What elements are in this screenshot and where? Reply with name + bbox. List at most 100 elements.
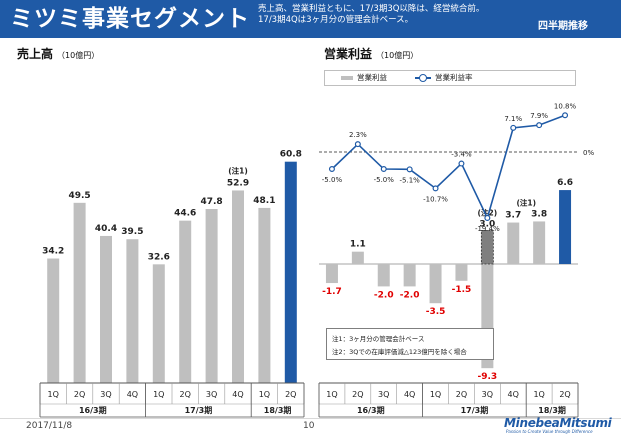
profit-bar xyxy=(507,222,520,264)
profit-value-label: 6.6 xyxy=(557,178,573,188)
sales-category-label: 2Q xyxy=(285,390,296,399)
profit-value-label: -1.7 xyxy=(322,287,342,297)
sales-value-label: 39.5 xyxy=(121,227,143,237)
sales-title: 売上高 xyxy=(17,47,54,61)
sales-category-label: 2Q xyxy=(74,390,85,399)
sales-value-label: 49.5 xyxy=(68,191,90,201)
sales-group-label: 17/3期 xyxy=(185,405,213,415)
margin-value-label: -5.0% xyxy=(374,176,395,184)
header-note-line1: 売上高、営業利益ともに、17/3期3Q以降は、経営統合前。 xyxy=(258,4,485,14)
profit-bar xyxy=(429,264,442,304)
sales-value-label: 34.2 xyxy=(42,247,64,257)
profit-category-label: 1Q xyxy=(326,390,337,399)
profit-category-label: 3Q xyxy=(378,390,389,399)
margin-point xyxy=(510,124,517,131)
profit-category-label: 4Q xyxy=(404,390,415,399)
profit-category-label: 2Q xyxy=(559,390,570,399)
margin-point xyxy=(484,214,491,221)
profit-value-label: 1.1 xyxy=(350,240,366,250)
profit-bar xyxy=(351,251,364,264)
sales-value-label: 52.9 xyxy=(227,178,249,188)
profit-category-label: 1Q xyxy=(430,390,441,399)
margin-point xyxy=(536,122,543,129)
sales-group-label: 16/3期 xyxy=(79,405,107,415)
sales-bar xyxy=(100,235,112,383)
margin-point xyxy=(432,185,439,192)
margin-point xyxy=(328,166,335,173)
notes-box: 注1：3ヶ月分の管理会計ベース 注2：3Qでの在庫評価減△123億円を除く場合 xyxy=(326,328,494,360)
legend-bar-swatch xyxy=(341,76,353,80)
profit-category-label: 3Q xyxy=(482,390,493,399)
margin-value-label: -5.1% xyxy=(399,176,420,184)
sales-value-label: 40.4 xyxy=(95,224,117,234)
header-bar: ミツミ事業セグメント 売上高、営業利益ともに、17/3期3Q以降は、経営統合前。… xyxy=(0,0,621,38)
profit-category-label: 4Q xyxy=(508,390,519,399)
profit-value-label: 3.7 xyxy=(505,211,521,221)
header-note: 売上高、営業利益ともに、17/3期3Q以降は、経営統合前。 17/3期4Qは3ヶ… xyxy=(258,4,484,26)
margin-value-label: 2.3% xyxy=(349,131,367,139)
margin-line xyxy=(331,114,566,221)
sales-value-label: 48.1 xyxy=(253,196,275,206)
margin-value-label: -5.0% xyxy=(322,176,343,184)
profit-excluded-bar xyxy=(480,229,494,265)
profit-value-label: -3.5 xyxy=(426,307,446,317)
margin-zero-label: 0% xyxy=(583,149,594,157)
margin-point xyxy=(562,112,569,119)
footer-divider xyxy=(0,418,621,419)
profit-bar xyxy=(403,264,416,287)
margin-value-label: -10.7% xyxy=(423,195,448,203)
margin-point xyxy=(380,166,387,173)
profit-value-label: -2.0 xyxy=(400,290,420,300)
sales-category-label: 2Q xyxy=(180,390,191,399)
sales-category-label: 1Q xyxy=(259,390,270,399)
profit-excluded-value-label: 3.0 xyxy=(479,219,495,229)
profit-bar xyxy=(455,264,468,281)
logo-wordmark: MinebeaMitsumi xyxy=(504,416,612,430)
sales-bar xyxy=(205,209,218,383)
profit-value-label: -2.0 xyxy=(374,290,394,300)
sales-bar xyxy=(258,207,271,383)
margin-point xyxy=(458,160,465,167)
sales-category-label: 1Q xyxy=(48,390,59,399)
period-badge: 四半期推移 xyxy=(538,21,588,32)
sales-value-label: 60.8 xyxy=(280,150,302,160)
profit-category-label: 1Q xyxy=(533,390,544,399)
sales-value-label: 32.6 xyxy=(148,252,170,262)
sales-bar xyxy=(179,220,192,383)
profit-title: 営業利益 xyxy=(324,47,373,61)
profit-value-label: -1.5 xyxy=(452,285,472,295)
sales-category-label: 3Q xyxy=(100,390,111,399)
sales-value-label: 47.8 xyxy=(200,197,222,207)
profit-bar xyxy=(325,264,338,284)
sales-category-label: 4Q xyxy=(232,390,243,399)
legend-line-marker xyxy=(419,74,427,82)
sales-bar xyxy=(126,239,139,383)
margin-point xyxy=(406,166,413,173)
profit-group-label: 17/3期 xyxy=(461,405,489,415)
margin-value-label: 7.9% xyxy=(530,112,548,120)
profit-legend: 営業利益 営業利益率 xyxy=(324,70,576,86)
margin-value-label: 7.1% xyxy=(504,115,522,123)
profit-value-label: -9.3 xyxy=(478,372,498,382)
profit-section-title: 営業利益 （10億円） xyxy=(324,45,418,62)
header-note-line2: 17/3期4Qは3ヶ月分の管理会計ベース。 xyxy=(258,15,414,25)
legend-line-label: 営業利益率 xyxy=(435,73,473,82)
sales-unit: （10億円） xyxy=(57,51,100,60)
profit-group-label: 18/3期 xyxy=(538,405,566,415)
page-number: 10 xyxy=(303,421,315,431)
margin-value-label: -3.4% xyxy=(451,151,472,159)
sales-bar xyxy=(47,258,60,383)
company-logo: MinebeaMitsumi Passion to Create Value t… xyxy=(504,416,614,436)
profit-category-label: 2Q xyxy=(352,390,363,399)
sales-annotation: (注1) xyxy=(228,165,248,175)
sales-category-label: 4Q xyxy=(127,390,138,399)
sales-bar xyxy=(152,264,165,383)
sales-value-label: 44.6 xyxy=(174,209,196,219)
profit-category-label: 2Q xyxy=(456,390,467,399)
note-1: 注1：3ヶ月分の管理会計ベース xyxy=(332,335,425,343)
sales-bar xyxy=(73,202,86,383)
margin-value-label: -19.4% xyxy=(475,225,500,233)
profit-group-label: 16/3期 xyxy=(357,405,385,415)
